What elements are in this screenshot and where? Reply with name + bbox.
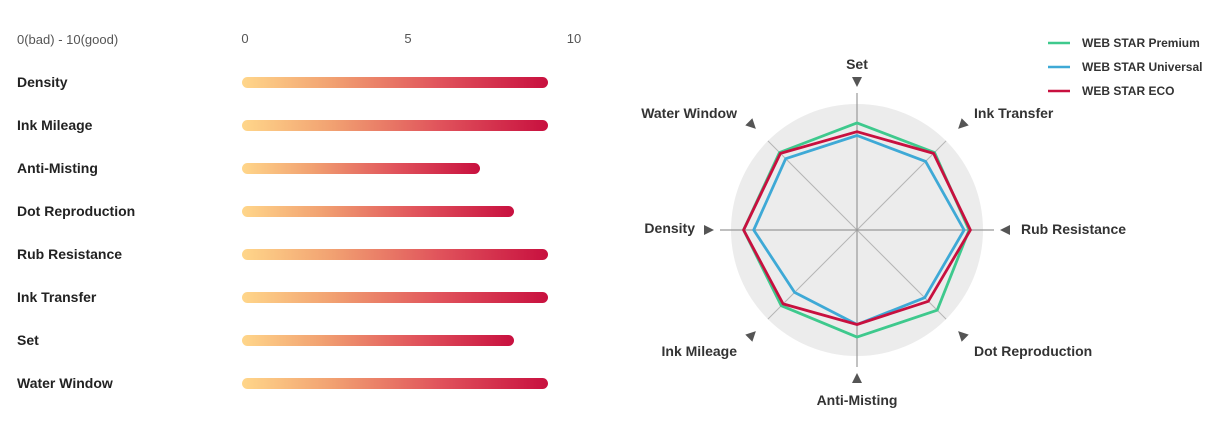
bar-chart-panel: 0(bad) - 10(good) 0 5 10 Density Ink Mile… bbox=[0, 0, 600, 421]
x-tick-label: 5 bbox=[404, 31, 412, 46]
axis-arrow-icon bbox=[745, 118, 756, 129]
bar-label: Density bbox=[17, 74, 68, 90]
bar bbox=[242, 249, 548, 260]
bar-label: Ink Transfer bbox=[17, 289, 97, 305]
radar-axis-label: Dot Reproduction bbox=[974, 343, 1092, 359]
bar bbox=[242, 378, 548, 389]
radar-axis-label: Water Window bbox=[641, 105, 737, 121]
radar-axis-label: Set bbox=[846, 56, 868, 72]
axis-arrow-icon bbox=[852, 77, 862, 87]
bar-label: Set bbox=[17, 332, 39, 348]
radar-chart-panel: Set Ink Transfer Rub Resistance Dot Reprodu… bbox=[600, 0, 1218, 421]
axis-arrow-icon bbox=[745, 331, 756, 342]
radar-axis-label: Rub Resistance bbox=[1021, 221, 1126, 237]
x-tick-label: 0 bbox=[241, 31, 249, 46]
radar-axis-label: Ink Transfer bbox=[974, 105, 1054, 121]
scale-label: 0(bad) - 10(good) bbox=[17, 32, 119, 47]
legend-label: WEB STAR ECO bbox=[1082, 84, 1174, 98]
axis-arrow-icon bbox=[852, 373, 862, 383]
axis-arrow-icon bbox=[704, 225, 714, 235]
bar bbox=[242, 292, 548, 303]
radar-series-web-star-eco bbox=[742, 130, 972, 326]
radar-axis-label: Ink Mileage bbox=[662, 343, 738, 359]
bar bbox=[242, 335, 514, 346]
axis-arrow-icon bbox=[958, 331, 969, 342]
bar bbox=[242, 120, 548, 131]
bar-label: Anti-Misting bbox=[17, 160, 98, 176]
radar-axis-line bbox=[767, 140, 858, 231]
axis-arrow-icon bbox=[1000, 225, 1010, 235]
bar-label: Rub Resistance bbox=[17, 246, 123, 262]
bar bbox=[242, 206, 514, 217]
legend-label: WEB STAR Universal bbox=[1082, 60, 1202, 74]
legend-label: WEB STAR Premium bbox=[1082, 36, 1200, 50]
radar-axis-line bbox=[856, 140, 947, 231]
radar-axis-label: Anti-Misting bbox=[817, 392, 898, 408]
bar bbox=[242, 77, 548, 88]
bar-label: Water Window bbox=[17, 375, 113, 391]
bar bbox=[242, 163, 480, 174]
x-tick-label: 10 bbox=[566, 31, 582, 46]
axis-arrow-icon bbox=[958, 118, 969, 129]
bar-label: Dot Reproduction bbox=[17, 203, 136, 219]
radar-axis-label: Density bbox=[644, 220, 695, 236]
bar-label: Ink Mileage bbox=[17, 117, 93, 133]
radar-chart: Set Ink Transfer Rub Resistance Dot Reprodu… bbox=[641, 36, 1202, 408]
radar-axis-line bbox=[856, 229, 947, 320]
